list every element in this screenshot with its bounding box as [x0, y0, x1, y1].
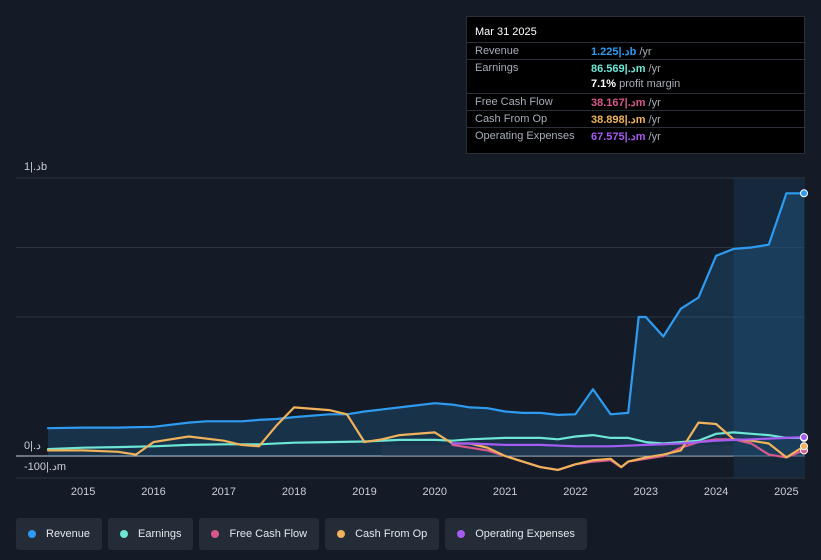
- tooltip-row-opex: Operating Expenses 67.575|.ﺩm /yr: [467, 127, 806, 145]
- tooltip-label: Revenue: [475, 45, 520, 57]
- tooltip-row-cfo: Cash From Op 38.898|.ﺩm /yr: [467, 110, 806, 128]
- x-tick-label: 2024: [704, 486, 728, 498]
- legend-label: Free Cash Flow: [229, 528, 308, 540]
- forecast-region: [733, 178, 805, 478]
- legend-item-free-cash-flow[interactable]: Free Cash Flow: [199, 518, 320, 550]
- tooltip-row-revenue: Revenue 1.225|.ﺩb /yr: [467, 42, 806, 60]
- y-tick-label: 1|.ﺩb: [24, 161, 47, 173]
- tooltip-unit: /yr: [645, 131, 661, 143]
- legend-dot-icon: [28, 530, 36, 538]
- x-tick-label: 2025: [774, 486, 798, 498]
- series-line-revenue: [46, 192, 806, 430]
- legend-item-earnings[interactable]: Earnings: [108, 518, 194, 550]
- y-tick-label: 0|.ﺩ: [24, 440, 41, 452]
- series-line-earnings: [46, 431, 806, 451]
- legend: Revenue Earnings Free Cash Flow Cash Fro…: [16, 518, 587, 550]
- gridlines: [16, 177, 805, 479]
- x-axis-labels: 2015 2016 2017 2018 2019 2020 2021 2022 2023 2024…: [71, 486, 799, 498]
- tooltip-value: 67.575|.ﺩm: [591, 131, 646, 143]
- tooltip-value: 38.898|.ﺩm: [591, 114, 646, 126]
- series-line-operating-expenses: [451, 436, 806, 448]
- legend-label: Earnings: [138, 528, 182, 540]
- legend-dot-icon: [337, 530, 346, 538]
- tooltip-unit: /yr: [645, 114, 661, 126]
- legend-item-revenue[interactable]: Revenue: [16, 518, 103, 550]
- series-line-cash-from-op: [46, 406, 806, 471]
- tooltip-row-earnings: Earnings 86.569|.ﺩm /yr: [467, 59, 806, 77]
- past-shade-region: [382, 444, 734, 456]
- tooltip-panel: Mar 31 2025 Revenue 1.225|.ﺩb /yr Earnin…: [466, 16, 806, 154]
- x-tick-label: 2015: [71, 486, 95, 498]
- tooltip-value: 38.167|.ﺩm: [591, 97, 646, 109]
- tooltip-row-margin: 7.1% profit margin: [467, 76, 806, 93]
- x-tick-label: 2016: [141, 486, 165, 498]
- legend-item-cash-from-op[interactable]: Cash From Op: [325, 518, 440, 550]
- x-tick-label: 2021: [493, 486, 517, 498]
- tooltip-label: Free Cash Flow: [475, 96, 553, 108]
- x-tick-label: 2019: [352, 486, 376, 498]
- y-tick-label: -100|.ﺩm: [24, 461, 66, 473]
- legend-item-operating-expenses[interactable]: Operating Expenses: [445, 518, 587, 550]
- tooltip-unit: /yr: [645, 63, 661, 75]
- x-tick-label: 2018: [282, 486, 306, 498]
- legend-label: Cash From Op: [355, 528, 428, 540]
- legend-dot-icon: [120, 530, 129, 538]
- legend-dot-icon: [457, 530, 466, 538]
- end-marker-cash-from-op: [800, 442, 808, 451]
- series-layer: [46, 192, 806, 471]
- tooltip-unit: profit margin: [616, 78, 681, 90]
- x-tick-label: 2020: [423, 486, 447, 498]
- legend-label: Operating Expenses: [475, 528, 575, 540]
- tooltip-value: 1.225|.ﺩb: [591, 46, 637, 58]
- x-tick-label: 2022: [563, 486, 587, 498]
- tooltip-label: Earnings: [475, 62, 519, 74]
- y-axis-labels: 1|.ﺩb 0|.ﺩ -100|.ﺩm: [24, 161, 66, 473]
- series-area-revenue: [48, 193, 804, 457]
- tooltip-unit: /yr: [645, 97, 661, 109]
- legend-label: Revenue: [46, 528, 91, 540]
- tooltip-date: Mar 31 2025: [475, 26, 537, 38]
- tooltip-row-fcf: Free Cash Flow 38.167|.ﺩm /yr: [467, 93, 806, 111]
- x-tick-label: 2023: [634, 486, 658, 498]
- tooltip-value: 86.569|.ﺩm: [591, 63, 646, 75]
- end-markers: [800, 189, 808, 455]
- tooltip-value: 7.1%: [591, 78, 617, 90]
- x-tick-label: 2017: [212, 486, 236, 498]
- legend-dot-icon: [211, 530, 220, 538]
- end-marker-revenue: [800, 189, 808, 198]
- tooltip-label: Operating Expenses: [475, 130, 575, 142]
- tooltip-label: Cash From Op: [475, 113, 548, 125]
- end-marker-operating-expenses: [800, 433, 808, 442]
- tooltip-unit: /yr: [636, 46, 652, 58]
